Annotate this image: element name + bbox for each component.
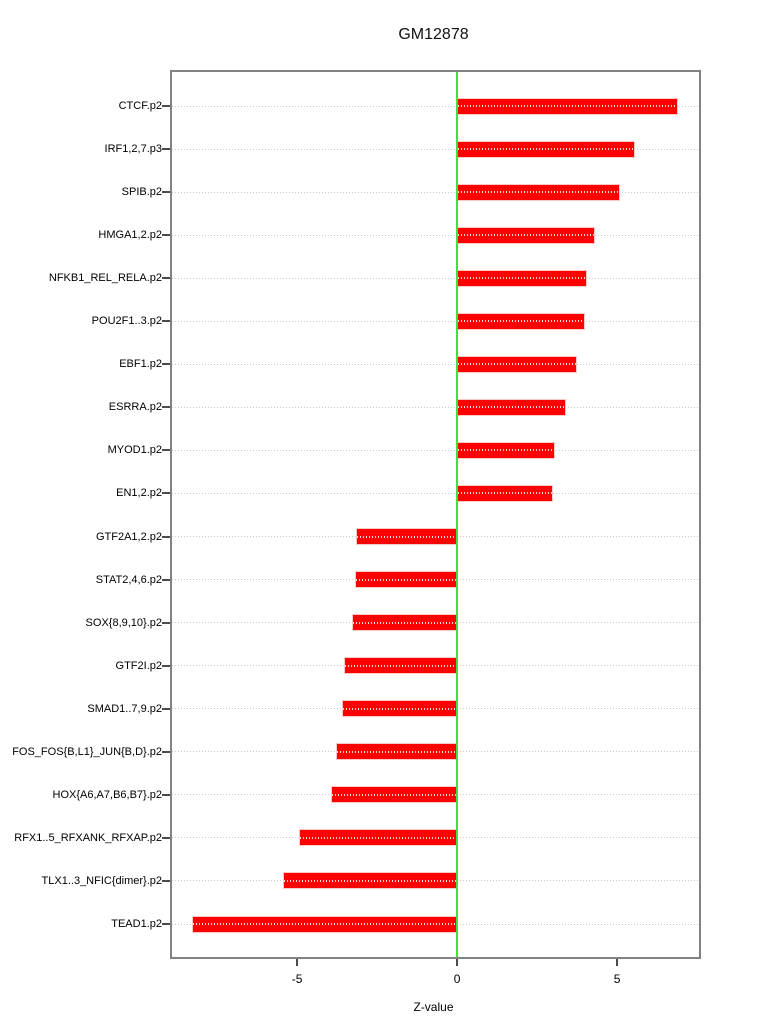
gridline	[172, 191, 699, 193]
bar	[457, 226, 595, 244]
gridline	[172, 363, 699, 365]
y-tick	[162, 923, 170, 925]
gridline	[172, 492, 699, 494]
y-tick-label: SOX{8,9,10}.p2	[85, 616, 162, 629]
y-tick-label: STAT2,4,6.p2	[95, 573, 162, 586]
bar	[457, 441, 555, 459]
y-tick	[162, 234, 170, 237]
y-tick	[162, 320, 170, 323]
bar	[457, 398, 566, 416]
bar	[282, 872, 458, 890]
y-tick	[162, 535, 170, 538]
x-tick	[456, 959, 459, 966]
y-tick	[162, 191, 170, 194]
y-tick-label: HMGA1,2.p2	[98, 229, 162, 242]
y-tick-label: MYOD1.p2	[107, 444, 162, 457]
gridline	[172, 320, 699, 322]
y-tick-label: ESRRA.p2	[108, 401, 162, 414]
y-tick-label: TEAD1.p2	[111, 918, 162, 930]
y-tick-label: POU2F1..3.p2	[91, 315, 162, 328]
bar	[298, 829, 458, 847]
y-tick	[162, 750, 170, 753]
bar	[191, 915, 458, 933]
bar	[341, 700, 458, 718]
y-tick	[162, 148, 170, 151]
zero-line	[456, 72, 459, 957]
y-tick-label: RFX1..5_RFXANK_RFXAP.p2	[14, 831, 162, 844]
y-tick-label: GTF2I.p2	[115, 659, 162, 672]
bar	[457, 140, 635, 158]
gridline	[172, 277, 699, 279]
y-tick-label: EN1,2.p2	[116, 487, 162, 500]
bar	[330, 786, 458, 804]
y-tick-label: GTF2A1,2.p2	[95, 530, 162, 543]
plot-area: CTCF.p2 IRF1,2,7.p3 SPIB.p2 HMGA1,2.p2 NFKB1…	[12, 70, 701, 986]
y-tick	[162, 664, 170, 667]
y-tick-label: IRF1,2,7.p3	[104, 143, 162, 156]
bar	[457, 312, 586, 330]
y-tick-label: HOX{A6,A7,B6,B7}.p2	[52, 788, 162, 801]
gridline	[172, 148, 699, 150]
y-tick	[162, 492, 170, 495]
y-tick-label: EBF1.p2	[119, 358, 162, 371]
bar	[457, 183, 621, 201]
x-tick-label: -5	[291, 972, 303, 986]
y-tick-label: FOS_FOS{B,L1}_JUN{B,D}.p2	[12, 745, 162, 758]
bar	[356, 528, 458, 546]
x-tick	[296, 959, 299, 966]
y-tick-label: NFKB1_REL_RELA.p2	[48, 272, 162, 285]
gridline	[172, 449, 699, 451]
y-tick	[162, 793, 170, 796]
x-axis-label: Z-value	[413, 1000, 454, 1014]
y-tick-label: TLX1..3_NFIC{dimer}.p2	[41, 874, 162, 887]
y-tick	[162, 707, 170, 710]
chart-title: GM12878	[398, 26, 469, 43]
y-tick	[162, 277, 170, 280]
bar	[335, 743, 458, 761]
gridline	[172, 105, 699, 107]
y-tick	[162, 105, 170, 107]
y-tick	[162, 578, 170, 581]
y-tick	[162, 621, 170, 624]
y-tick-label: CTCF.p2	[118, 100, 162, 112]
y-tick	[162, 836, 170, 839]
bar	[351, 614, 458, 632]
y-tick-label: SMAD1..7,9.p2	[87, 702, 162, 715]
bar	[343, 657, 458, 675]
y-tick	[162, 879, 170, 882]
y-tick-label: SPIB.p2	[121, 186, 162, 199]
y-tick	[162, 449, 170, 452]
bar	[457, 269, 587, 287]
gridline	[172, 234, 699, 236]
gridline	[172, 406, 699, 408]
bar	[457, 97, 678, 115]
bar	[457, 484, 554, 502]
y-tick	[162, 406, 170, 409]
bar	[457, 355, 578, 373]
x-tick	[616, 959, 619, 966]
y-tick	[162, 363, 170, 366]
x-tick-label: 0	[453, 972, 461, 986]
bar	[354, 571, 458, 589]
x-tick-label: 5	[613, 972, 621, 986]
